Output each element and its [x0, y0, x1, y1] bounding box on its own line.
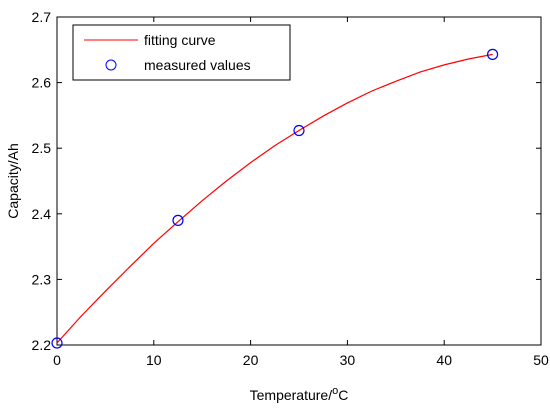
y-tick-label: 2.4 — [32, 206, 52, 222]
y-axis-label: Capacity/Ah — [5, 143, 21, 218]
y-tick-label: 2.2 — [32, 337, 52, 353]
legend: fitting curve measured values — [72, 24, 291, 81]
measured-point — [172, 214, 184, 226]
legend-measured-values-swatch — [105, 59, 117, 71]
y-axis: 2.2 2.3 2.4 2.5 2.6 2.7 — [32, 9, 541, 353]
x-axis: 0 10 20 30 40 50 — [53, 17, 549, 368]
legend-fitting-curve-label: fitting curve — [144, 32, 216, 48]
legend-measured-values-label: measured values — [144, 57, 251, 73]
x-tick-label: 10 — [146, 352, 162, 368]
measured-point — [487, 48, 499, 60]
x-tick-label: 0 — [53, 352, 61, 368]
x-axis-label-suffix: C — [338, 387, 348, 403]
measured-point — [51, 337, 63, 349]
series-layer — [51, 48, 499, 349]
x-tick-label: 30 — [340, 352, 356, 368]
legend-box — [72, 24, 291, 81]
x-tick-label: 20 — [243, 352, 259, 368]
x-axis-label-superscript: o — [332, 385, 338, 397]
x-tick-label: 40 — [436, 352, 452, 368]
x-tick-label: 50 — [533, 352, 549, 368]
y-tick-label: 2.7 — [32, 9, 52, 25]
measured-point — [293, 124, 305, 137]
y-tick-label: 2.3 — [32, 271, 52, 287]
x-axis-label: Temperature/oC — [250, 385, 349, 403]
y-tick-label: 2.6 — [32, 75, 52, 91]
y-tick-label: 2.5 — [32, 140, 52, 156]
fitting-curve-line — [56, 53, 493, 344]
x-axis-label-main: Temperature/ — [250, 387, 333, 403]
